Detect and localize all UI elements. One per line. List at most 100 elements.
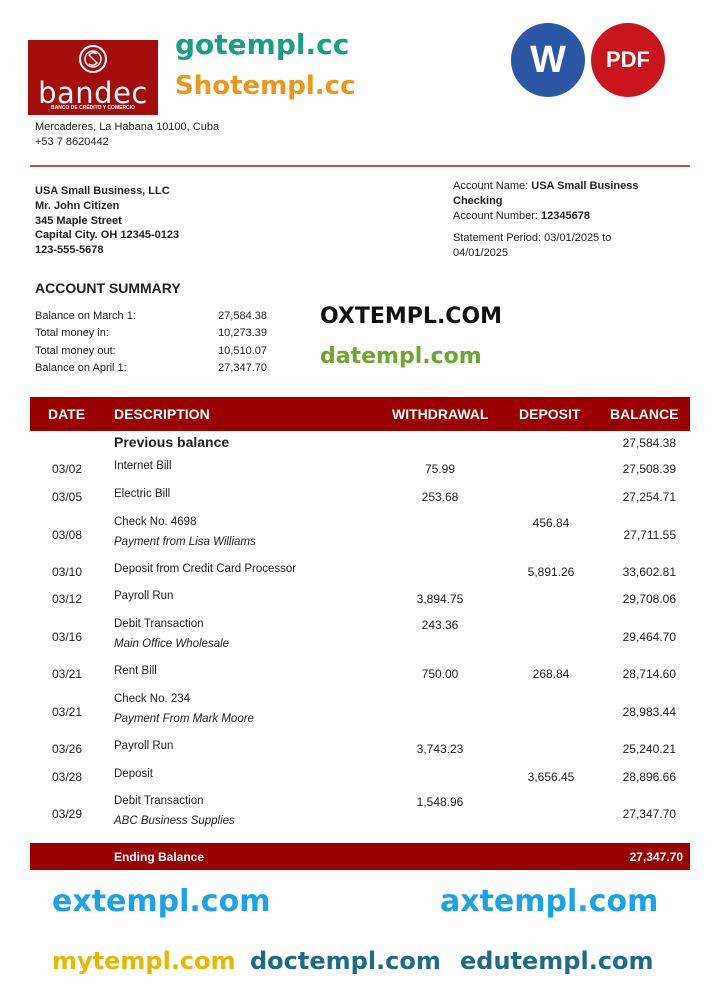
summary-value: 10,510.07: [218, 344, 267, 357]
row-description: Payroll Run: [114, 590, 174, 602]
row-withdrawal: 75.99: [424, 462, 456, 476]
watermark: edutempl.com: [460, 947, 654, 975]
account-name-label: Account Name:: [453, 180, 529, 192]
row-date: 03/10: [52, 565, 83, 579]
watermark: datempl.com: [320, 344, 482, 369]
row-withdrawal: 3,894.75: [416, 592, 464, 606]
row-balance: 29,708.06: [622, 592, 676, 606]
row-balance: 28,714.60: [622, 667, 676, 681]
ending-balance-bar: Ending Balance 27,347.70: [30, 843, 690, 870]
summary-label: Balance on April 1:: [35, 361, 127, 374]
table-header: DATE DESCRIPTION WITHDRAWAL DEPOSIT BALA…: [30, 397, 690, 431]
account-number-label: Account Number:: [453, 210, 538, 222]
previous-balance-value: 27,584.38: [622, 436, 676, 450]
row-subdescription: Main Office Wholesale: [114, 638, 230, 650]
row-date: 03/08: [52, 528, 83, 542]
row-deposit: 5,891.26: [527, 565, 575, 579]
row-date: 03/26: [52, 742, 83, 756]
row-withdrawal: 750.00: [421, 667, 459, 681]
ending-balance-label: Ending Balance: [114, 850, 205, 864]
row-withdrawal: 3,743.23: [416, 742, 464, 756]
row-withdrawal: 243.36: [421, 618, 459, 632]
customer-phone: 123-555-5678: [35, 244, 104, 257]
account-name-value: USA Small Business Checking: [453, 180, 639, 207]
row-balance: 25,240.21: [622, 742, 676, 756]
summary-label: Total money in:: [35, 327, 109, 340]
row-date: 03/12: [52, 592, 83, 606]
customer-company: USA Small Business, LLC: [35, 185, 170, 197]
row-description: Deposit: [114, 768, 153, 780]
row-date: 03/29: [52, 807, 83, 821]
account-info: Account Name: USA Small Business Checkin…: [453, 179, 678, 261]
row-description: Check No. 234: [114, 693, 191, 705]
summary-row: Balance on April 1: 27,347.70: [35, 361, 270, 378]
header-date: DATE: [48, 406, 86, 422]
previous-balance-label: Previous balance: [114, 434, 230, 450]
header-deposit: DEPOSIT: [519, 406, 581, 422]
watermark: doctempl.com: [250, 947, 441, 975]
row-balance: 33,602.81: [622, 565, 676, 579]
row-subdescription: Payment From Mark Moore: [114, 713, 254, 725]
header-withdrawal: WITHDRAWAL: [392, 406, 489, 422]
summary-label: Total money out:: [35, 344, 116, 357]
account-number-value: 12345678: [541, 210, 590, 222]
row-date: 03/02: [52, 462, 83, 476]
row-balance: 29,464.70: [622, 630, 676, 644]
summary-row: Total money out: 10,510.07: [35, 344, 270, 361]
summary-value: 10,273.39: [218, 327, 267, 340]
row-balance: 27,508.39: [622, 462, 676, 476]
row-description: Internet Bill: [114, 460, 172, 472]
summary-table: Balance on March 1: 27,584.38 Total money …: [35, 309, 270, 378]
word-download-button[interactable]: W: [511, 23, 585, 97]
bank-emblem-icon: [79, 45, 107, 73]
row-balance: 27,711.55: [623, 528, 677, 542]
watermark: extempl.com: [52, 884, 271, 919]
watermark: gotempl.cc: [175, 28, 350, 61]
row-withdrawal: 1,548.96: [416, 795, 464, 809]
watermark: Shotempl.cc: [175, 71, 356, 101]
period-value: 03/01/2025 to 04/01/2025: [453, 232, 612, 259]
customer-city: Capital City. OH 12345-0123: [35, 229, 180, 242]
row-deposit: 3,656.45: [527, 770, 575, 784]
bank-phone: +53 7 8620442: [35, 136, 109, 148]
row-date: 03/16: [52, 630, 83, 644]
watermark: axtempl.com: [440, 884, 659, 919]
watermark: mytempl.com: [52, 947, 236, 975]
row-description: Deposit from Credit Card Processor: [114, 563, 297, 575]
period-label: Statement Period:: [453, 232, 542, 244]
row-description: Debit Transaction: [114, 795, 204, 807]
row-balance: 28,983.44: [622, 705, 676, 719]
customer-block: USA Small Business, LLC Mr. John Citizen…: [35, 184, 179, 258]
logo-name: bandec: [38, 76, 148, 110]
divider: [30, 165, 690, 167]
row-date: 03/21: [52, 667, 83, 681]
summary-value: 27,347.70: [218, 361, 267, 374]
customer-street: 345 Maple Street: [35, 214, 122, 227]
row-balance: 27,254.71: [622, 490, 676, 504]
row-date: 03/21: [52, 705, 83, 719]
row-description: Check No. 4698: [114, 516, 197, 528]
summary-title: ACCOUNT SUMMARY: [35, 280, 181, 296]
row-description: Payroll Run: [114, 740, 174, 752]
watermark: OXTEMPL.COM: [320, 304, 503, 329]
row-withdrawal: 253.68: [421, 490, 459, 504]
summary-label: Balance on March 1:: [35, 310, 136, 322]
header-balance: BALANCE: [610, 406, 679, 422]
row-balance: 27,347.70: [622, 807, 676, 821]
row-description: Electric Bill: [114, 488, 171, 500]
row-subdescription: Payment from Lisa Williams: [114, 536, 256, 548]
row-deposit: 268.84: [532, 667, 570, 681]
row-date: 03/05: [52, 490, 83, 504]
logo-subtitle: BANCO DE CRÉDITO Y COMERCIO: [51, 105, 135, 111]
row-deposit: 456.84: [532, 516, 570, 530]
row-date: 03/28: [52, 770, 83, 784]
ending-balance-value: 27,347.70: [629, 850, 683, 864]
summary-row: Balance on March 1: 27,584.38: [35, 309, 270, 326]
pdf-download-button[interactable]: PDF: [591, 23, 665, 97]
summary-row: Total money in: 10,273.39: [35, 326, 270, 343]
customer-name: Mr. John Citizen: [35, 199, 120, 212]
row-balance: 28,896.66: [622, 770, 676, 784]
bank-logo: bandec BANCO DE CRÉDITO Y COMERCIO: [28, 40, 158, 115]
row-description: Rent Bill: [114, 665, 157, 677]
header-description: DESCRIPTION: [114, 406, 210, 422]
